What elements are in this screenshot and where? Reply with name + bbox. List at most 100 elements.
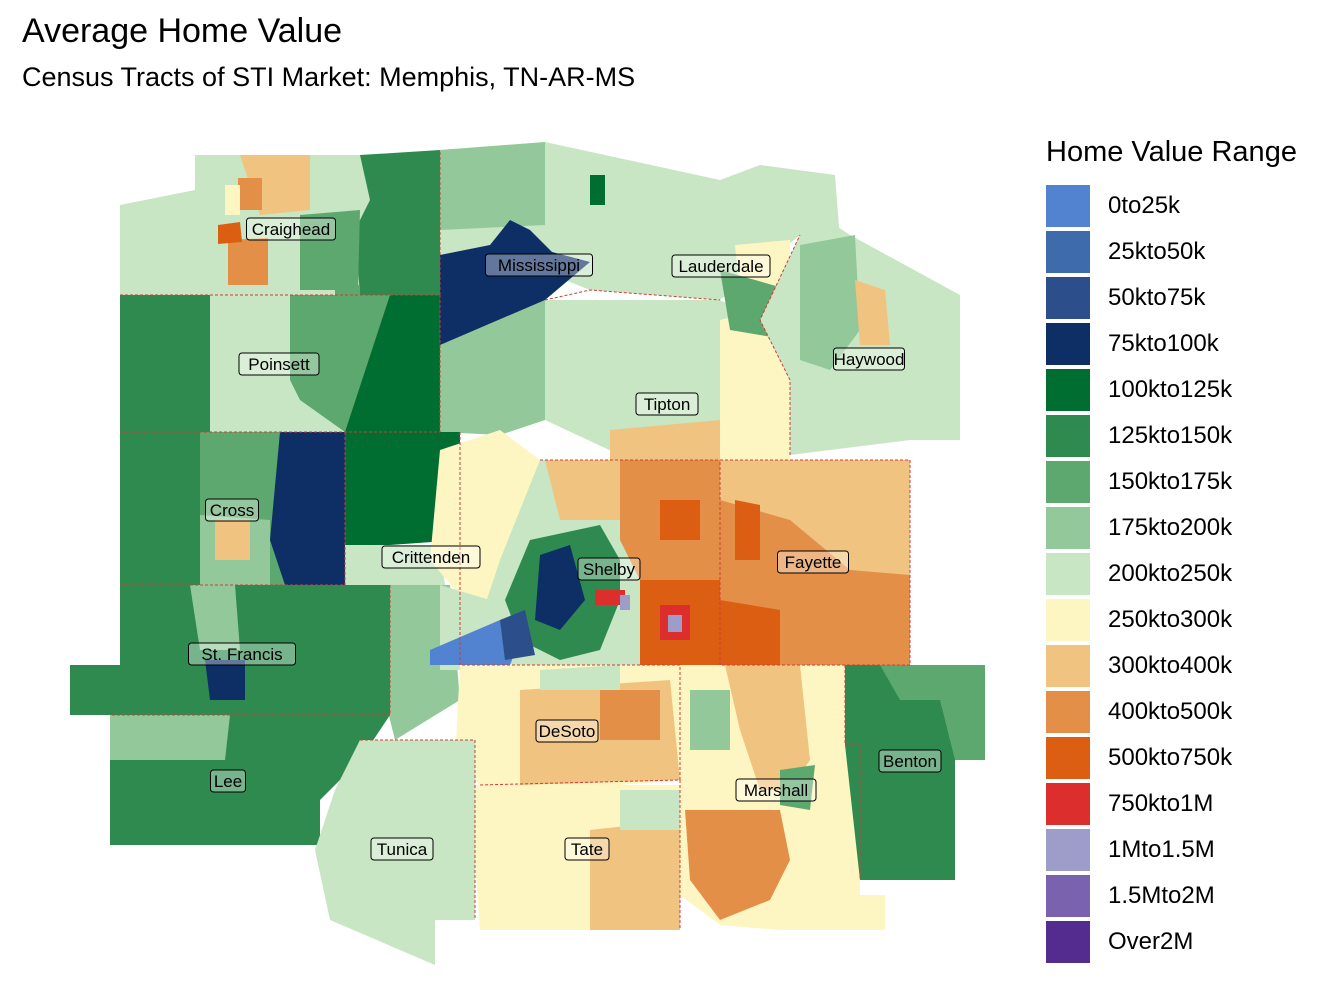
legend-label: 1.5Mto2M [1108, 882, 1215, 909]
county-label-text: DeSoto [539, 722, 596, 741]
legend-items: 0to25k 25kto50k 50kto75k 75kto100k 100kto125… [1046, 183, 1297, 965]
legend: Home Value Range 0to25k 25kto50k 50kto75k 7… [1046, 136, 1297, 965]
legend-swatch [1046, 829, 1090, 871]
legend-swatch [1046, 599, 1090, 641]
county-label-text: Tipton [644, 395, 691, 414]
legend-swatch [1046, 461, 1090, 503]
legend-label: 300kto400k [1108, 652, 1233, 679]
legend-swatch [1046, 185, 1090, 227]
legend-item: 300kto400k [1046, 643, 1297, 689]
legend-item: 100kto125k [1046, 367, 1297, 413]
county-label-text: Craighead [252, 220, 330, 239]
county-label: DeSoto [535, 719, 599, 743]
county-label-box [564, 837, 610, 861]
county-label-text: Crittenden [392, 548, 470, 567]
legend-label: 0to25k [1108, 192, 1181, 219]
county-label: Cross [205, 498, 259, 522]
legend-swatch [1046, 231, 1090, 273]
county-label-text: Tunica [377, 840, 428, 859]
legend-item: 400kto500k [1046, 689, 1297, 735]
legend-item: 1.5Mto2M [1046, 873, 1297, 919]
legend-swatch [1046, 875, 1090, 917]
legend-swatch [1046, 737, 1090, 779]
county-label: Shelby [577, 557, 641, 581]
choropleth-map: Craighead Mississippi Lauderdale Poinsett Ha… [70, 142, 985, 965]
county-label-text: Benton [883, 752, 937, 771]
county-label-box [381, 545, 481, 569]
legend-swatch [1046, 691, 1090, 733]
county-label: Craighead [246, 217, 336, 241]
legend-swatch [1046, 323, 1090, 365]
county-label-text: Tate [571, 840, 603, 859]
legend-label: 750kto1M [1108, 790, 1214, 817]
legend-item: 125kto150k [1046, 413, 1297, 459]
legend-swatch [1046, 553, 1090, 595]
county-label-text: Marshall [744, 781, 808, 800]
legend-label: 500kto750k [1108, 744, 1233, 771]
legend-swatch [1046, 415, 1090, 457]
legend-item: 1Mto1.5M [1046, 827, 1297, 873]
legend-item: 75kto100k [1046, 321, 1297, 367]
legend-title: Home Value Range [1046, 136, 1297, 168]
county-label-box [577, 557, 641, 581]
legend-label: 400kto500k [1108, 698, 1233, 725]
county-label: Lee [210, 769, 246, 793]
county-label-text: St. Francis [201, 645, 282, 664]
legend-item: 0to25k [1046, 183, 1297, 229]
county-label-box [238, 352, 320, 376]
county-label: Crittenden [381, 545, 481, 569]
legend-label: 100kto125k [1108, 376, 1233, 403]
legend-item: Over2M [1046, 919, 1297, 965]
county-label-box [777, 550, 849, 574]
legend-label: 200kto250k [1108, 560, 1233, 587]
county-label: Tunica [370, 837, 434, 861]
legend-swatch [1046, 507, 1090, 549]
county-label-box [671, 254, 771, 278]
county-label-box [370, 837, 434, 861]
county-label-box [188, 642, 296, 666]
legend-item: 150kto175k [1046, 459, 1297, 505]
county-label: Lauderdale [671, 254, 771, 278]
county-label-box [878, 749, 942, 773]
map-subtitle: Census Tracts of STI Market: Memphis, TN… [22, 62, 636, 92]
legend-label: 1Mto1.5M [1108, 836, 1215, 863]
county-label-text: Fayette [785, 553, 842, 572]
legend-item: 250kto300k [1046, 597, 1297, 643]
county-label: Poinsett [238, 352, 320, 376]
county-label: Marshall [735, 778, 817, 802]
county-boundaries [110, 150, 911, 930]
tract-fills [70, 142, 985, 965]
county-label-box [735, 778, 817, 802]
county-label: Benton [878, 749, 942, 773]
county-label: Tate [564, 837, 610, 861]
legend-item: 200kto250k [1046, 551, 1297, 597]
county-label-box [205, 498, 259, 522]
county-label: St. Francis [188, 642, 296, 666]
legend-label: Over2M [1108, 928, 1194, 955]
legend-swatch [1046, 783, 1090, 825]
legend-label: 175kto200k [1108, 514, 1233, 541]
legend-label: 50kto75k [1108, 284, 1206, 311]
county-label-text: Lee [214, 772, 242, 791]
county-label-box [210, 769, 246, 793]
county-label-text: Cross [210, 501, 254, 520]
legend-swatch [1046, 369, 1090, 411]
legend-item: 50kto75k [1046, 275, 1297, 321]
legend-swatch [1046, 645, 1090, 687]
county-label-box [535, 719, 599, 743]
legend-swatch [1046, 921, 1090, 963]
county-label-box [485, 253, 593, 277]
county-label-box [246, 217, 336, 241]
legend-label: 125kto150k [1108, 422, 1233, 449]
county-label-box [833, 347, 905, 371]
county-label-box [635, 392, 699, 416]
legend-item: 750kto1M [1046, 781, 1297, 827]
county-labels: Craighead Mississippi Lauderdale Poinsett Ha… [188, 217, 942, 861]
legend-item: 500kto750k [1046, 735, 1297, 781]
county-label-text: Haywood [834, 350, 905, 369]
legend-swatch [1046, 277, 1090, 319]
county-label-text: Lauderdale [678, 257, 763, 276]
county-label-text: Shelby [583, 560, 635, 579]
legend-label: 75kto100k [1108, 330, 1219, 357]
county-label-text: Poinsett [248, 355, 310, 374]
